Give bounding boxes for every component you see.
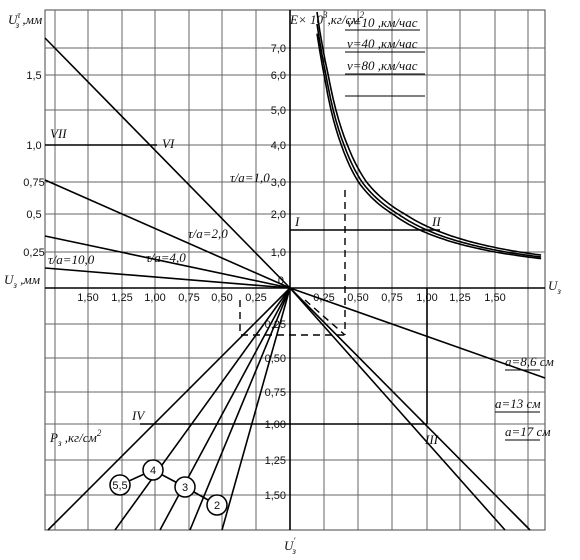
p-line [47, 287, 291, 531]
pressure-label: 2 [214, 500, 220, 512]
tick-label: 0,25 [313, 292, 334, 304]
roman-label: I [294, 214, 300, 229]
tau-line [44, 267, 291, 289]
frame [44, 9, 546, 531]
tick-label: 5,0 [271, 105, 286, 117]
line-label: v=10 ,км/час [347, 15, 418, 30]
axis-label: U' з [284, 536, 296, 556]
pressure-label: 5,5 [112, 480, 127, 492]
t: U [8, 12, 19, 27]
t: E× 10 [289, 12, 323, 27]
tick-label: 0,50 [265, 353, 286, 365]
axis-label: Uз [548, 278, 561, 296]
pressure-label: 3 [182, 482, 188, 494]
a-line [289, 287, 531, 531]
a-line [289, 287, 546, 379]
tick-label: 1,25 [265, 455, 286, 467]
pressure-curve [119, 469, 218, 506]
axis-label: Pз ,кг/см2 [49, 428, 102, 448]
tick-label: 0,75 [265, 387, 286, 399]
t: U [4, 272, 15, 287]
tick-label: 0,5 [26, 209, 41, 221]
t: U [284, 538, 295, 553]
speed-curve [316, 11, 542, 256]
pressure-node [142, 459, 164, 481]
tick-label: 1,5 [26, 70, 41, 82]
roman-label: II [431, 214, 441, 229]
lines: 5,5 4 3 2 [44, 10, 546, 531]
t: ' [293, 536, 296, 546]
tick-label: 0,75 [178, 292, 199, 304]
t: P [49, 430, 58, 445]
roman-label: VII [50, 126, 67, 141]
pressure-node [206, 494, 228, 516]
tick-label: 1,0 [271, 247, 286, 259]
tick-label: 1,0 [26, 140, 41, 152]
line-label: τ/a=1,0 [230, 170, 270, 185]
tick-label: 0,50 [211, 292, 232, 304]
p-line [189, 287, 291, 531]
line-label: a=8,6 см [505, 354, 554, 369]
roman-label: VI [162, 136, 175, 151]
t: ,кг/см [61, 430, 96, 445]
t: ,мм [17, 272, 40, 287]
a-line [289, 287, 506, 531]
line-label: τ/a=2,0 [188, 226, 228, 241]
line-label: v=40 ,км/час [347, 36, 418, 51]
tick-label: 1,25 [449, 292, 470, 304]
t: τ [17, 10, 21, 20]
tick-label: 3,0 [271, 177, 286, 189]
tick-label: 1,00 [265, 419, 286, 431]
tau-line [44, 235, 291, 289]
tick-label: 0 [278, 275, 284, 287]
t: з [15, 20, 20, 30]
line-label: τ/a=10,0 [48, 252, 95, 267]
axis-label: Uτ з ,мм [8, 10, 42, 30]
tau-line [44, 179, 291, 289]
tick-label: 1,50 [265, 490, 286, 502]
pressure-label: 4 [150, 465, 156, 477]
tick-label: 0,50 [347, 292, 368, 304]
t: 2 [360, 10, 365, 20]
dashed-key [239, 190, 346, 336]
tick-label: 1,00 [144, 292, 165, 304]
line-label: τ/a=4,0 [146, 250, 186, 265]
t: 2 [97, 428, 102, 438]
tau-line [44, 37, 291, 289]
t: 3 [322, 10, 328, 20]
pressure-node [109, 474, 131, 496]
line-label: v=80 ,км/час [347, 58, 418, 73]
p-line [221, 287, 291, 531]
line-label: a=17 см [505, 424, 551, 439]
tick-label: 0,75 [23, 177, 44, 189]
speed-curve [316, 23, 542, 258]
p-line [114, 287, 291, 531]
t: U [548, 278, 559, 293]
line-label: a=13 см [495, 396, 541, 411]
label-underlines [345, 29, 540, 441]
t: з [12, 280, 17, 290]
tick-label: 6,0 [271, 70, 286, 82]
tick-label: 7,0 [271, 43, 286, 55]
pressure-node [174, 476, 196, 498]
speed-curve [316, 33, 542, 260]
tick-label: 1,50 [77, 292, 98, 304]
tick-label: 0,25 [23, 247, 44, 259]
t: з [291, 546, 296, 556]
roman-label: III [424, 432, 439, 447]
t: ,мм [19, 12, 42, 27]
tick-label: 4,0 [271, 140, 286, 152]
t: ,кг/см [327, 12, 359, 27]
tick-label: 1,25 [111, 292, 132, 304]
t: з [556, 286, 561, 296]
tick-label: 0,75 [381, 292, 402, 304]
tick-label: 1,50 [484, 292, 505, 304]
tick-label: 2,0 [271, 209, 286, 221]
roman-label: IV [131, 408, 146, 423]
tick-label: 0,25 [245, 292, 266, 304]
axis-label: Uз ,мм [4, 272, 40, 290]
axis-label: E× 103,кг/см2 [289, 10, 365, 27]
t: з [57, 438, 62, 448]
